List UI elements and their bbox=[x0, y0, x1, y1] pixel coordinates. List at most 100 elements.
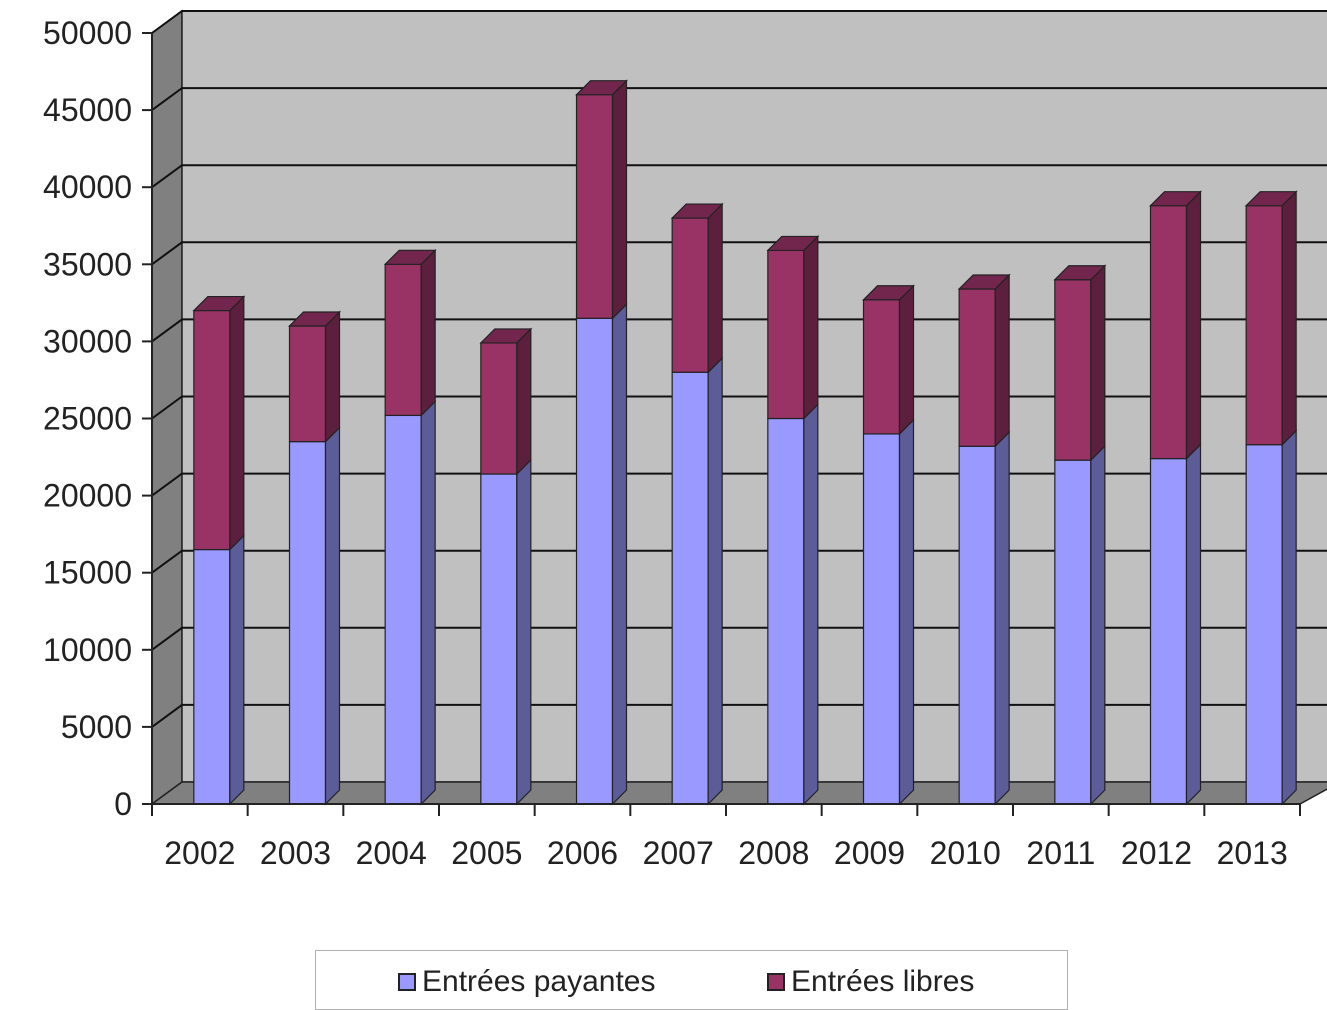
bar-2013-paid bbox=[1245, 429, 1297, 806]
x-tick-label: 2008 bbox=[738, 835, 809, 871]
legend: Entrées payantes Entrées libres bbox=[315, 950, 1068, 1010]
y-tick-label: 20000 bbox=[43, 478, 132, 514]
y-tick-label: 5000 bbox=[61, 709, 132, 745]
bar-2005-free bbox=[479, 327, 533, 476]
y-tick-label: 25000 bbox=[43, 401, 132, 437]
bar-side bbox=[229, 295, 245, 552]
bars bbox=[192, 79, 1298, 806]
bar-2006-paid bbox=[575, 302, 628, 806]
bar-top bbox=[670, 203, 724, 219]
bar-front bbox=[384, 414, 422, 805]
bar-side bbox=[516, 327, 532, 476]
bar-side bbox=[611, 79, 628, 320]
y-axis-ticks: 0 5000 10000 15000 20000 25000 30000 35000 40000… bbox=[43, 15, 152, 822]
legend-swatch-paid bbox=[398, 973, 416, 991]
bar-front bbox=[480, 342, 518, 475]
y-tick-label: 50000 bbox=[43, 15, 132, 51]
bar-front bbox=[671, 371, 709, 805]
bar-2011-free bbox=[1053, 264, 1107, 462]
bar-side bbox=[898, 418, 915, 806]
y-tick-label: 10000 bbox=[43, 632, 132, 668]
bar-front bbox=[958, 445, 996, 805]
y-tick-label: 40000 bbox=[43, 169, 132, 205]
bar-front bbox=[767, 249, 805, 420]
y-tick-label: 35000 bbox=[43, 246, 132, 282]
gridline-40000 bbox=[151, 164, 1327, 189]
bar-side bbox=[1090, 264, 1106, 462]
x-tick-label: 2003 bbox=[260, 835, 331, 871]
bar-front bbox=[1245, 444, 1283, 805]
gridline-50000 bbox=[151, 10, 1327, 34]
bar-2007-free bbox=[670, 202, 724, 374]
gridline-25000 bbox=[151, 395, 1327, 420]
x-tick-label: 2012 bbox=[1121, 835, 1192, 871]
bar-top bbox=[1149, 191, 1202, 207]
bar-front bbox=[862, 299, 901, 435]
bar-side bbox=[324, 310, 341, 444]
bar-front bbox=[671, 217, 709, 373]
bar-2007-paid bbox=[671, 356, 723, 806]
x-tick-label: 2007 bbox=[643, 835, 714, 871]
bar-top bbox=[1053, 265, 1107, 281]
bar-side bbox=[898, 284, 915, 436]
bar-side bbox=[229, 534, 245, 806]
bar-front bbox=[1245, 205, 1283, 446]
bar-2002-paid bbox=[193, 534, 245, 806]
x-tick-label: 2011 bbox=[1026, 835, 1095, 871]
bar-2005-paid bbox=[480, 458, 532, 806]
bar-2010-paid bbox=[958, 430, 1010, 806]
y-tick-label: 0 bbox=[114, 786, 132, 822]
bar-front bbox=[1149, 205, 1188, 460]
bar-top bbox=[1244, 191, 1298, 207]
bar-top bbox=[862, 285, 915, 301]
bar-side bbox=[516, 458, 532, 806]
bar-2004-free bbox=[383, 248, 437, 417]
bar-side bbox=[707, 356, 723, 806]
bar-front bbox=[384, 263, 422, 417]
x-tick-label: 2013 bbox=[1217, 835, 1288, 871]
bar-2003-free bbox=[288, 310, 341, 444]
bar-front bbox=[958, 288, 996, 447]
bar-front bbox=[288, 441, 327, 805]
bar-2010-free bbox=[957, 273, 1011, 448]
bar-2009-paid bbox=[862, 418, 915, 806]
bar-side bbox=[1090, 444, 1106, 806]
bar-top bbox=[479, 328, 533, 344]
bar-top bbox=[575, 80, 628, 96]
x-tick-label: 2004 bbox=[356, 835, 427, 871]
legend-label-paid: Entrées payantes bbox=[422, 965, 656, 998]
bar-2012-free bbox=[1149, 190, 1202, 461]
bar-2009-free bbox=[862, 284, 915, 436]
bar-front bbox=[193, 309, 231, 551]
bar-side bbox=[1281, 190, 1297, 447]
bar-top bbox=[766, 235, 820, 252]
bar-front bbox=[480, 473, 518, 805]
gridline-35000 bbox=[151, 241, 1327, 266]
bar-2013-free bbox=[1244, 190, 1298, 447]
bar-2008-free bbox=[766, 234, 820, 420]
bar-side bbox=[1185, 443, 1202, 806]
bar-side bbox=[994, 273, 1010, 448]
legend-label-free: Entrées libres bbox=[791, 965, 975, 998]
bar-side bbox=[707, 202, 723, 374]
bar-top bbox=[957, 274, 1011, 290]
bar-side bbox=[324, 426, 341, 806]
x-tick-label: 2010 bbox=[930, 835, 1001, 871]
bar-top bbox=[288, 311, 341, 327]
bar-side bbox=[803, 403, 819, 806]
legend-item-paid: Entrées payantes bbox=[398, 965, 655, 999]
bar-2012-paid bbox=[1149, 443, 1202, 806]
bar-front bbox=[1054, 459, 1092, 805]
x-axis-ticks: 2002 2003 2004 2005 2006 2007 2008 2009 2010 2011… bbox=[164, 835, 1288, 871]
bar-front bbox=[288, 325, 327, 443]
gridline-10000 bbox=[151, 626, 1327, 651]
bar-top bbox=[192, 295, 246, 312]
bar-front bbox=[193, 548, 231, 805]
bar-top bbox=[383, 249, 437, 265]
gridline-20000 bbox=[151, 472, 1327, 497]
bar-side bbox=[994, 430, 1010, 806]
bar-side bbox=[611, 302, 628, 806]
y-tick-label: 30000 bbox=[43, 323, 132, 359]
bar-front bbox=[1149, 457, 1188, 805]
